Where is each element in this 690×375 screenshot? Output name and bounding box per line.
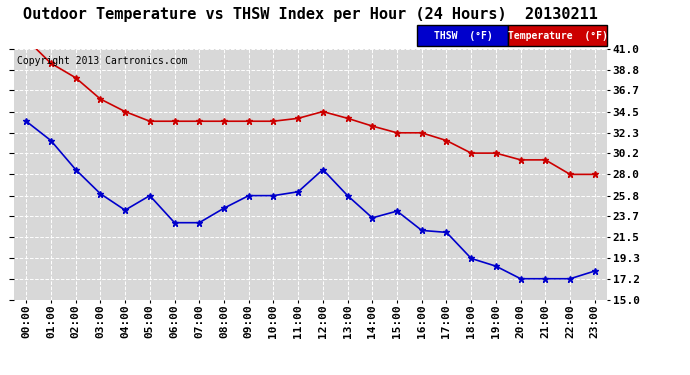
Title: Outdoor Temperature vs THSW Index per Hour (24 Hours)  20130211: Outdoor Temperature vs THSW Index per Ho… [23,8,598,22]
Text: Copyright 2013 Cartronics.com: Copyright 2013 Cartronics.com [17,56,187,66]
